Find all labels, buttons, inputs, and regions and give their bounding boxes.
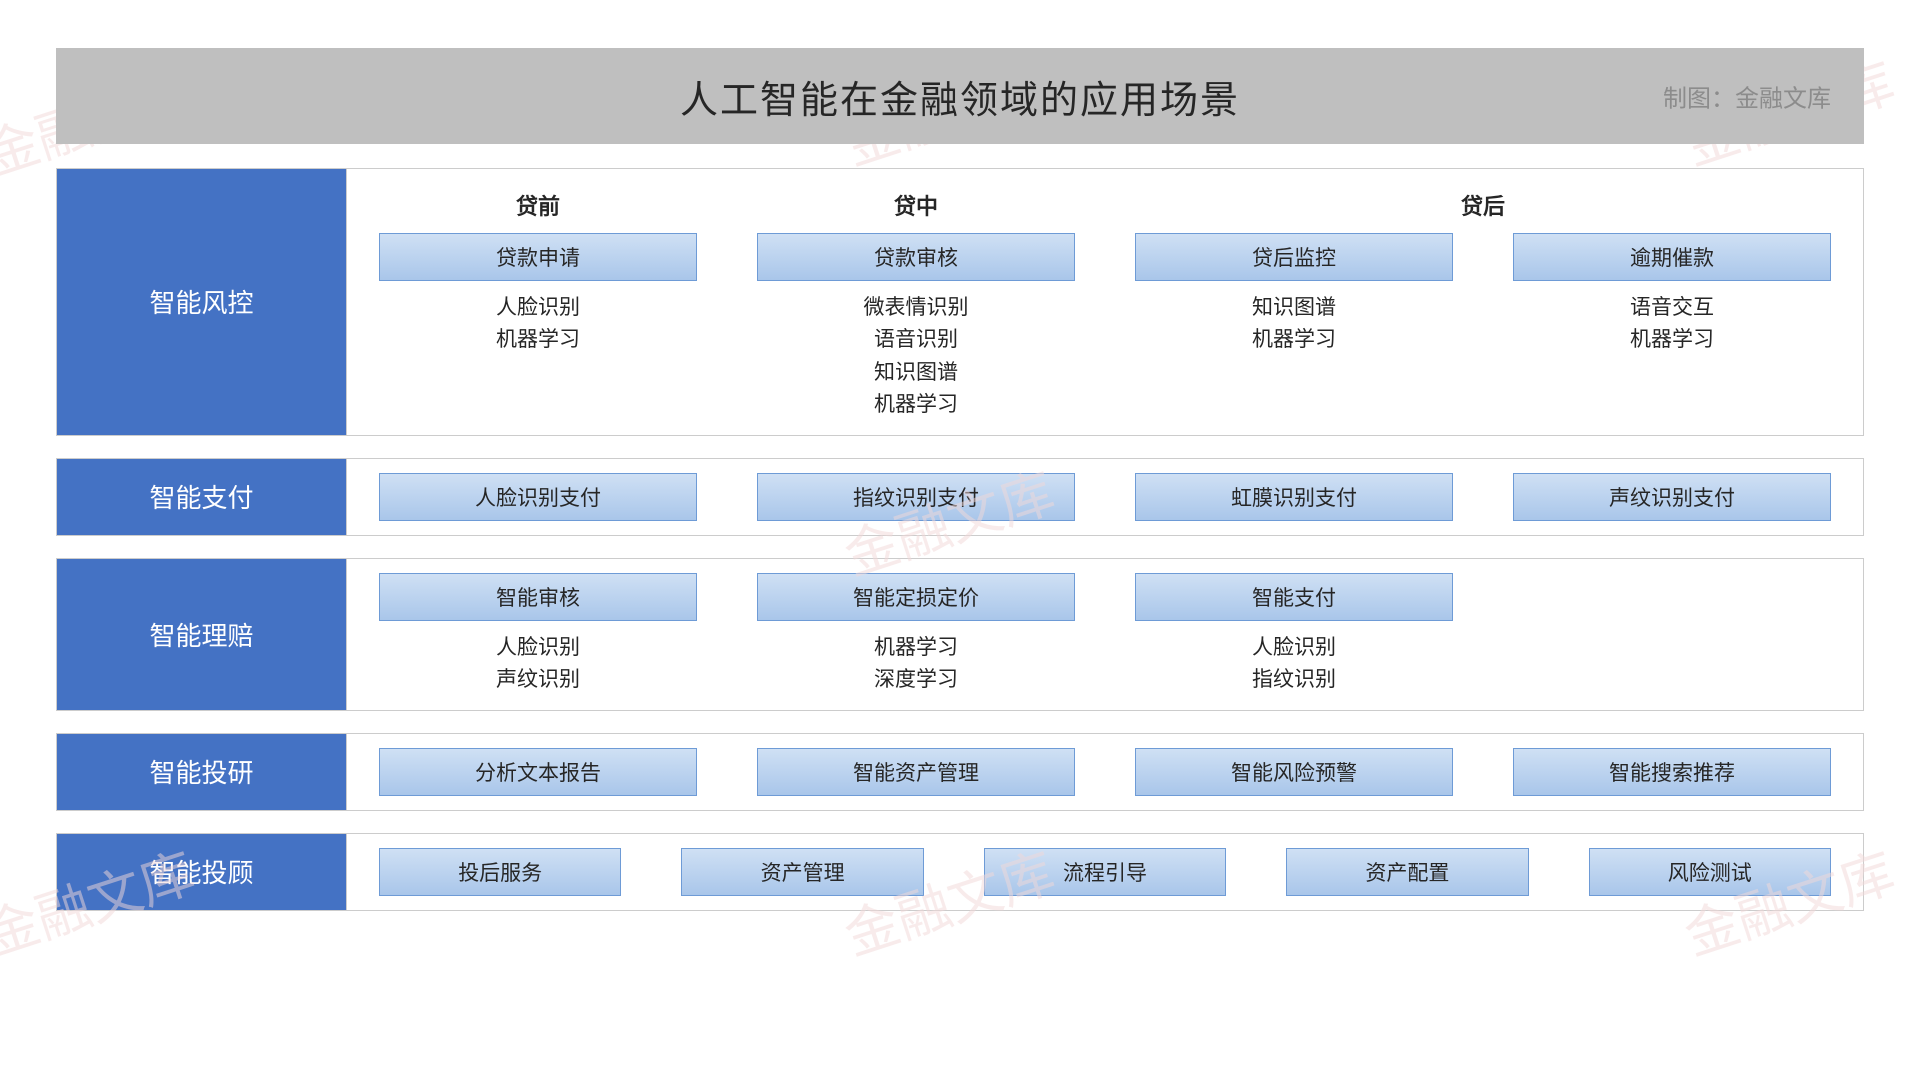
item-list: 知识图谱机器学习 (1252, 293, 1336, 356)
item-list: 语音交互机器学习 (1630, 293, 1714, 356)
column: 流程引导 (984, 848, 1226, 896)
list-item: 语音交互 (1630, 293, 1714, 323)
pill: 贷款申请 (379, 233, 697, 281)
list-item: 微表情识别 (864, 293, 969, 323)
column: 贷款申请人脸识别机器学习 (379, 233, 697, 356)
column: 资产管理 (681, 848, 923, 896)
page: 金融文库 金融文库 金融文库 金融文库 金融文库 金融文库 金融文库 人工智能在… (0, 0, 1920, 1080)
columns: 分析文本报告 智能资产管理 智能风险预警 智能搜索推荐 (369, 748, 1841, 796)
list-item: 机器学习 (496, 325, 580, 355)
list-item: 知识图谱 (1252, 293, 1336, 323)
title-bar: 人工智能在金融领域的应用场景 制图：金融文库 (56, 48, 1864, 144)
pill: 智能审核 (379, 573, 697, 621)
column: 智能审核人脸识别声纹识别 (379, 573, 697, 696)
section-2: 智能理赔智能审核人脸识别声纹识别智能定损定价机器学习深度学习智能支付人脸识别指纹… (56, 558, 1864, 711)
list-item: 深度学习 (874, 665, 958, 695)
section-label: 智能支付 (57, 459, 347, 535)
pill: 流程引导 (984, 848, 1226, 896)
list-item: 知识图谱 (874, 358, 958, 388)
column: 贷后监控知识图谱机器学习 (1135, 233, 1453, 356)
column: 虹膜识别支付 (1135, 473, 1453, 521)
column: 智能搜索推荐 (1513, 748, 1831, 796)
pill: 指纹识别支付 (757, 473, 1075, 521)
list-item: 机器学习 (1252, 325, 1336, 355)
list-item: 机器学习 (874, 390, 958, 420)
phase-header: 贷后 (1135, 189, 1831, 221)
section-label: 智能理赔 (57, 559, 347, 710)
pill: 智能支付 (1135, 573, 1453, 621)
section-body: 分析文本报告 智能资产管理 智能风险预警 智能搜索推荐 (347, 734, 1863, 810)
pill: 资产管理 (681, 848, 923, 896)
column: 指纹识别支付 (757, 473, 1075, 521)
column: 智能支付人脸识别指纹识别 (1135, 573, 1453, 696)
item-list: 机器学习深度学习 (874, 633, 958, 696)
pill: 投后服务 (379, 848, 621, 896)
phase-headers: 贷前 贷中 贷后 (369, 183, 1841, 223)
list-item: 机器学习 (874, 633, 958, 663)
columns: 人脸识别支付 指纹识别支付 虹膜识别支付 声纹识别支付 (369, 473, 1841, 521)
pill: 贷后监控 (1135, 233, 1453, 281)
column: 风险测试 (1589, 848, 1831, 896)
section-0: 智能风控贷前贷中贷后贷款申请人脸识别机器学习贷款审核微表情识别语音识别知识图谱机… (56, 168, 1864, 436)
item-list: 人脸识别机器学习 (496, 293, 580, 356)
list-item: 人脸识别 (496, 293, 580, 323)
columns: 投后服务 资产管理 流程引导 资产配置 风险测试 (369, 848, 1841, 896)
section-3: 智能投研分析文本报告 智能资产管理 智能风险预警 智能搜索推荐 (56, 733, 1864, 811)
column: 分析文本报告 (379, 748, 697, 796)
list-item: 声纹识别 (496, 665, 580, 695)
section-label: 智能投研 (57, 734, 347, 810)
pill: 智能搜索推荐 (1513, 748, 1831, 796)
column: 贷款审核微表情识别语音识别知识图谱机器学习 (757, 233, 1075, 421)
pill: 风险测试 (1589, 848, 1831, 896)
section-body: 智能审核人脸识别声纹识别智能定损定价机器学习深度学习智能支付人脸识别指纹识别 (347, 559, 1863, 710)
pill: 智能定损定价 (757, 573, 1075, 621)
section-label: 智能投顾 (57, 834, 347, 910)
page-title: 人工智能在金融领域的应用场景 (680, 69, 1240, 124)
list-item: 指纹识别 (1252, 665, 1336, 695)
column: 智能资产管理 (757, 748, 1075, 796)
pill: 分析文本报告 (379, 748, 697, 796)
sections-container: 智能风控贷前贷中贷后贷款申请人脸识别机器学习贷款审核微表情识别语音识别知识图谱机… (56, 168, 1864, 911)
column: 声纹识别支付 (1513, 473, 1831, 521)
pill: 人脸识别支付 (379, 473, 697, 521)
pill: 智能资产管理 (757, 748, 1075, 796)
column: 智能定损定价机器学习深度学习 (757, 573, 1075, 696)
list-item: 人脸识别 (496, 633, 580, 663)
columns: 智能审核人脸识别声纹识别智能定损定价机器学习深度学习智能支付人脸识别指纹识别 (369, 573, 1841, 696)
item-list: 人脸识别声纹识别 (496, 633, 580, 696)
list-item: 人脸识别 (1252, 633, 1336, 663)
phase-header: 贷中 (757, 189, 1075, 221)
pill: 逾期催款 (1513, 233, 1831, 281)
column: 投后服务 (379, 848, 621, 896)
section-label: 智能风控 (57, 169, 347, 435)
list-item: 机器学习 (1630, 325, 1714, 355)
list-item: 语音识别 (874, 325, 958, 355)
section-1: 智能支付人脸识别支付 指纹识别支付 虹膜识别支付 声纹识别支付 (56, 458, 1864, 536)
pill: 资产配置 (1286, 848, 1528, 896)
pill: 声纹识别支付 (1513, 473, 1831, 521)
pill: 贷款审核 (757, 233, 1075, 281)
column: 资产配置 (1286, 848, 1528, 896)
item-list: 人脸识别指纹识别 (1252, 633, 1336, 696)
phase-header: 贷前 (379, 189, 697, 221)
section-body: 投后服务 资产管理 流程引导 资产配置 风险测试 (347, 834, 1863, 910)
pill: 虹膜识别支付 (1135, 473, 1453, 521)
section-body: 人脸识别支付 指纹识别支付 虹膜识别支付 声纹识别支付 (347, 459, 1863, 535)
column: 人脸识别支付 (379, 473, 697, 521)
section-body: 贷前贷中贷后贷款申请人脸识别机器学习贷款审核微表情识别语音识别知识图谱机器学习贷… (347, 169, 1863, 435)
item-list: 微表情识别语音识别知识图谱机器学习 (864, 293, 969, 421)
pill: 智能风险预警 (1135, 748, 1453, 796)
columns: 贷款申请人脸识别机器学习贷款审核微表情识别语音识别知识图谱机器学习贷后监控知识图… (369, 233, 1841, 421)
column: 智能风险预警 (1135, 748, 1453, 796)
column: 逾期催款语音交互机器学习 (1513, 233, 1831, 356)
credit-label: 制图：金融文库 (1663, 79, 1831, 114)
section-4: 智能投顾投后服务 资产管理 流程引导 资产配置 风险测试 (56, 833, 1864, 911)
